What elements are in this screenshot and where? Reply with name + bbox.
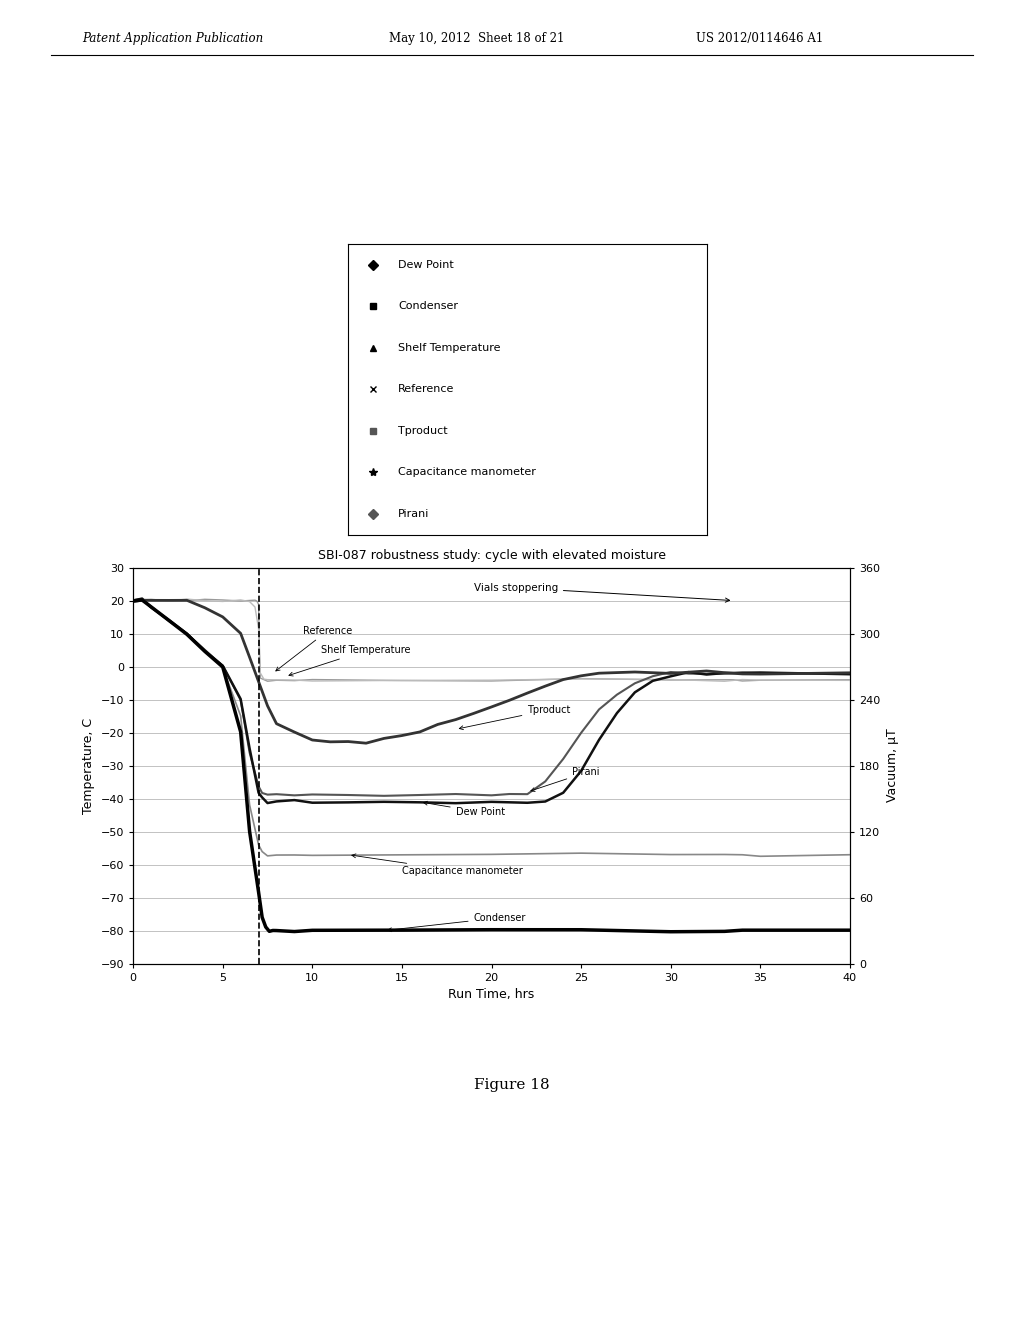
Y-axis label: Vacuum, μT: Vacuum, μT xyxy=(886,729,899,803)
Text: Shelf Temperature: Shelf Temperature xyxy=(289,645,411,676)
Text: Reference: Reference xyxy=(275,626,352,671)
X-axis label: Run Time, hrs: Run Time, hrs xyxy=(449,989,535,1001)
Text: Pirani: Pirani xyxy=(398,508,430,519)
Text: Condenser: Condenser xyxy=(388,912,526,932)
Text: Dew Point: Dew Point xyxy=(398,260,454,271)
Text: Tproduct: Tproduct xyxy=(460,705,570,730)
Text: Capacitance manometer: Capacitance manometer xyxy=(398,467,537,478)
Y-axis label: Temperature, C: Temperature, C xyxy=(82,718,95,813)
Text: Reference: Reference xyxy=(398,384,455,395)
Text: US 2012/0114646 A1: US 2012/0114646 A1 xyxy=(696,32,823,45)
Text: Pirani: Pirani xyxy=(530,767,600,792)
Text: Shelf Temperature: Shelf Temperature xyxy=(398,343,501,352)
Title: SBI-087 robustness study: cycle with elevated moisture: SBI-087 robustness study: cycle with ele… xyxy=(317,549,666,562)
Text: Patent Application Publication: Patent Application Publication xyxy=(82,32,263,45)
Text: Capacitance manometer: Capacitance manometer xyxy=(352,854,522,876)
Text: Figure 18: Figure 18 xyxy=(474,1078,550,1092)
Text: Condenser: Condenser xyxy=(398,301,459,312)
Text: Dew Point: Dew Point xyxy=(424,801,505,817)
Text: Vials stoppering: Vials stoppering xyxy=(473,582,729,602)
Text: Tproduct: Tproduct xyxy=(398,426,447,436)
Text: May 10, 2012  Sheet 18 of 21: May 10, 2012 Sheet 18 of 21 xyxy=(389,32,564,45)
